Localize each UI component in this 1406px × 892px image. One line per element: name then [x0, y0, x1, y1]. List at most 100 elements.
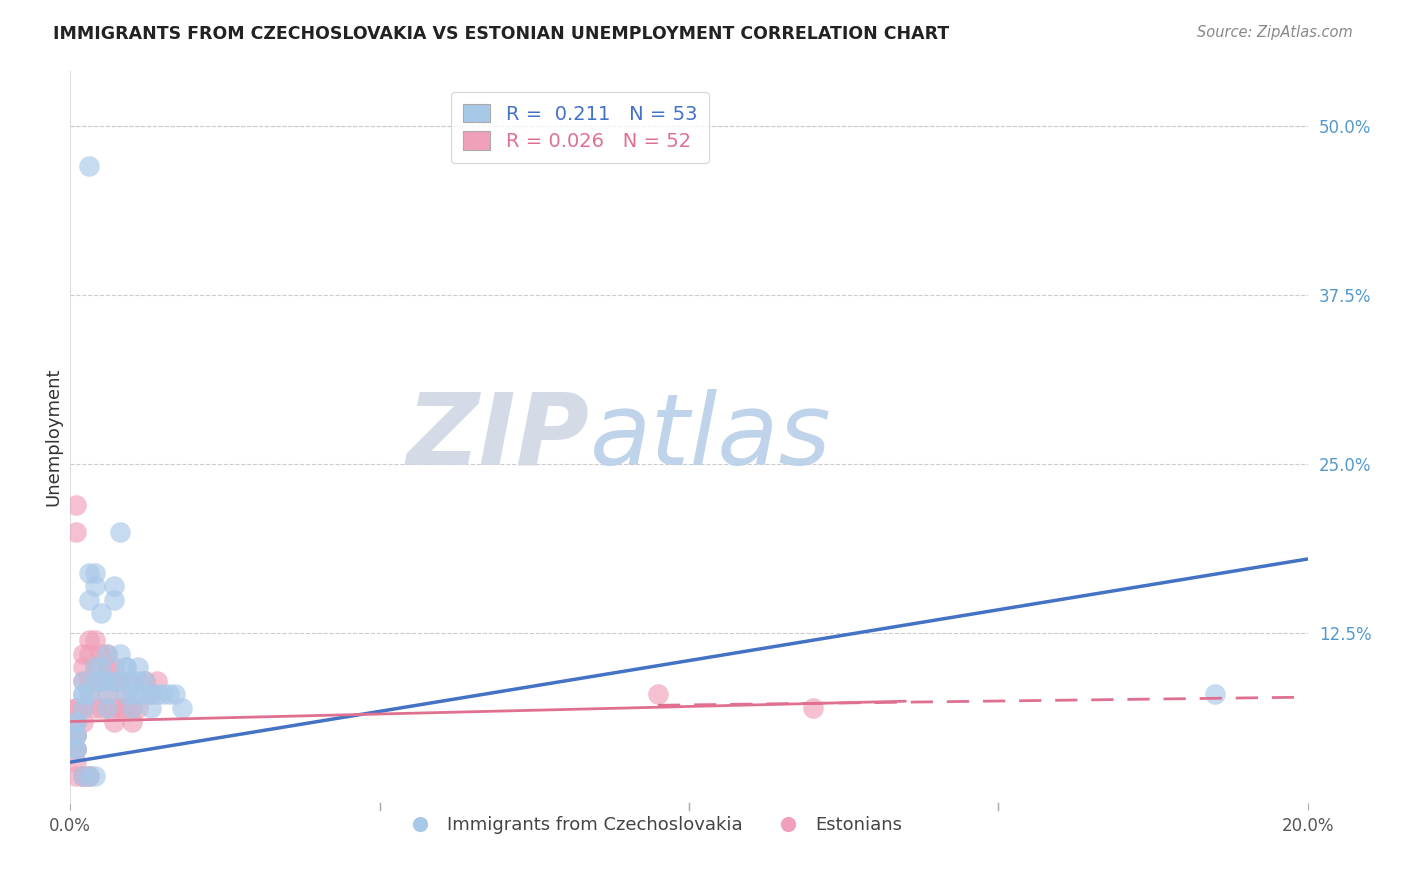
Point	[121, 714, 143, 729]
Point	[115, 688, 138, 702]
Point	[65, 524, 87, 539]
Point	[84, 566, 107, 580]
Point	[65, 769, 87, 783]
Point	[139, 701, 162, 715]
Point	[65, 741, 87, 756]
Point	[65, 498, 87, 512]
Point	[127, 660, 149, 674]
Point	[108, 673, 131, 688]
Point	[152, 688, 174, 702]
Point	[115, 688, 138, 702]
Point	[77, 592, 100, 607]
Point	[103, 701, 125, 715]
Point	[72, 769, 94, 783]
Y-axis label: Unemployment: Unemployment	[45, 368, 63, 507]
Point	[72, 688, 94, 702]
Point	[77, 769, 100, 783]
Point	[103, 673, 125, 688]
Point	[90, 673, 112, 688]
Point	[72, 673, 94, 688]
Point	[65, 701, 87, 715]
Point	[65, 728, 87, 742]
Point	[77, 647, 100, 661]
Point	[121, 688, 143, 702]
Point	[84, 660, 107, 674]
Point	[72, 714, 94, 729]
Point	[115, 660, 138, 674]
Text: ZIP: ZIP	[406, 389, 591, 485]
Point	[96, 673, 118, 688]
Point	[65, 714, 87, 729]
Point	[121, 673, 143, 688]
Point	[72, 701, 94, 715]
Point	[77, 769, 100, 783]
Point	[108, 524, 131, 539]
Point	[90, 673, 112, 688]
Point	[108, 701, 131, 715]
Point	[139, 688, 162, 702]
Point	[84, 660, 107, 674]
Point	[121, 701, 143, 715]
Point	[77, 673, 100, 688]
Point	[65, 714, 87, 729]
Point	[134, 688, 156, 702]
Text: IMMIGRANTS FROM CZECHOSLOVAKIA VS ESTONIAN UNEMPLOYMENT CORRELATION CHART: IMMIGRANTS FROM CZECHOSLOVAKIA VS ESTONI…	[53, 25, 949, 43]
Point	[90, 660, 112, 674]
Point	[65, 728, 87, 742]
Point	[96, 701, 118, 715]
Point	[139, 688, 162, 702]
Point	[72, 688, 94, 702]
Point	[127, 688, 149, 702]
Point	[84, 673, 107, 688]
Point	[647, 688, 669, 702]
Point	[72, 673, 94, 688]
Point	[77, 769, 100, 783]
Point	[103, 579, 125, 593]
Point	[96, 647, 118, 661]
Point	[77, 159, 100, 173]
Point	[72, 769, 94, 783]
Point	[77, 688, 100, 702]
Point	[801, 701, 824, 715]
Point	[65, 755, 87, 769]
Legend: Immigrants from Czechoslovakia, Estonians: Immigrants from Czechoslovakia, Estonian…	[395, 809, 910, 841]
Point	[127, 701, 149, 715]
Point	[96, 660, 118, 674]
Point	[134, 673, 156, 688]
Point	[77, 633, 100, 648]
Point	[115, 701, 138, 715]
Point	[77, 566, 100, 580]
Point	[157, 688, 180, 702]
Point	[96, 647, 118, 661]
Point	[121, 673, 143, 688]
Point	[165, 688, 187, 702]
Point	[84, 673, 107, 688]
Point	[72, 701, 94, 715]
Point	[65, 714, 87, 729]
Point	[84, 769, 107, 783]
Point	[90, 647, 112, 661]
Point	[146, 688, 169, 702]
Point	[108, 673, 131, 688]
Point	[90, 701, 112, 715]
Text: Source: ZipAtlas.com: Source: ZipAtlas.com	[1197, 25, 1353, 40]
Point	[65, 741, 87, 756]
Point	[134, 673, 156, 688]
Point	[72, 660, 94, 674]
Point	[96, 701, 118, 715]
Point	[65, 728, 87, 742]
Point	[127, 673, 149, 688]
Point	[170, 701, 193, 715]
Point	[72, 647, 94, 661]
Point	[96, 688, 118, 702]
Point	[103, 592, 125, 607]
Point	[65, 741, 87, 756]
Point	[65, 728, 87, 742]
Point	[90, 606, 112, 620]
Point	[84, 579, 107, 593]
Point	[103, 714, 125, 729]
Point	[1204, 688, 1226, 702]
Text: atlas: atlas	[591, 389, 831, 485]
Point	[108, 647, 131, 661]
Point	[103, 673, 125, 688]
